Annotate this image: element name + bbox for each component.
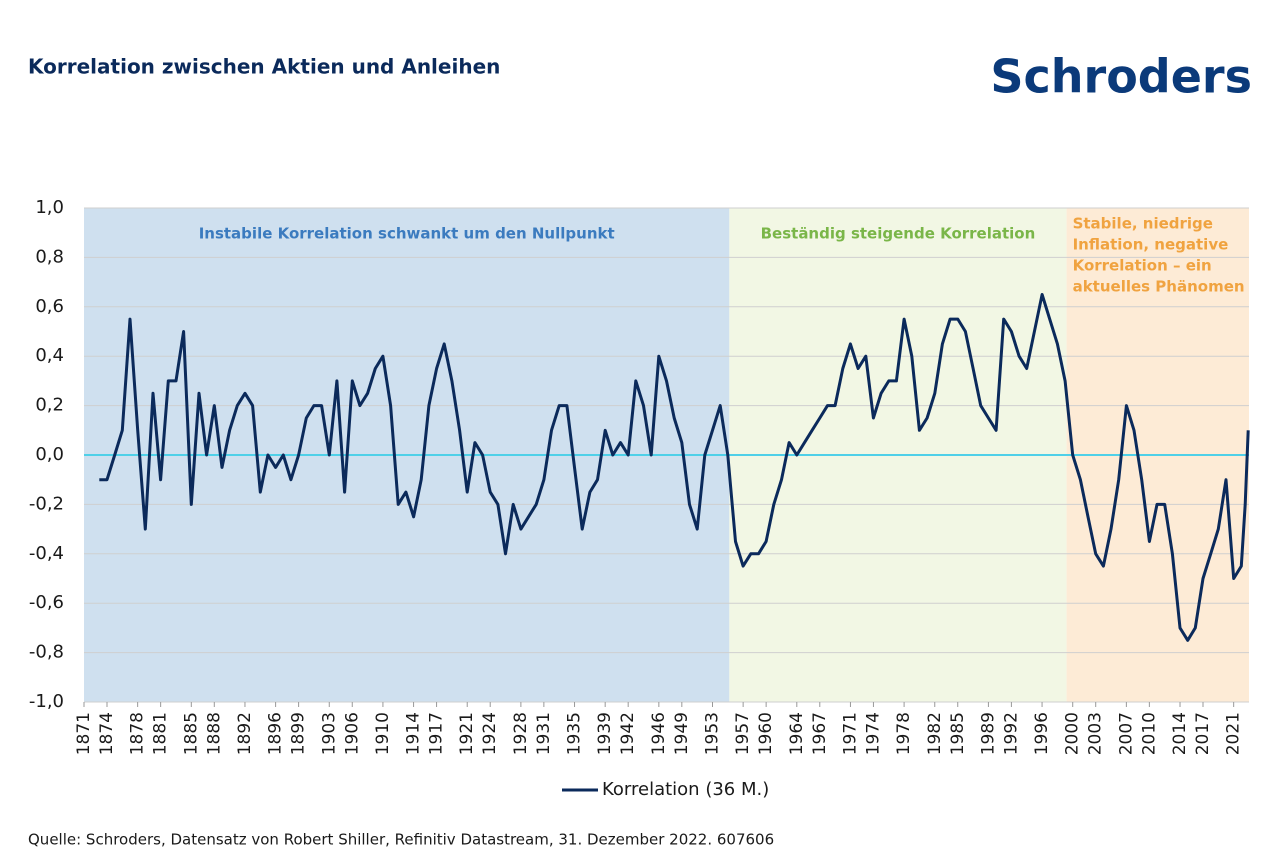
x-tick-label: 1982	[925, 712, 945, 755]
x-tick-label: 1914	[404, 712, 424, 755]
x-tick-label: 1924	[480, 712, 500, 755]
x-tick-label: 2007	[1116, 712, 1136, 755]
legend-label: Korrelation (36 M.)	[602, 779, 769, 800]
region-label: Beständig steigende Korrelation	[761, 225, 1036, 243]
x-tick-label: 1885	[181, 712, 201, 755]
x-tick-label: 1974	[863, 712, 883, 755]
x-tick-label: 1935	[565, 712, 585, 755]
y-tick-label: -0,4	[29, 543, 64, 564]
x-tick-label: 1939	[595, 712, 615, 755]
x-tick-label: 2021	[1224, 712, 1244, 755]
x-tick-label: 1903	[319, 712, 339, 755]
x-tick-label: 1906	[342, 712, 362, 755]
y-tick-label: 0,8	[35, 246, 64, 267]
y-tick-label: -0,8	[29, 642, 64, 663]
x-tick-label: 1874	[97, 712, 117, 755]
source: Quelle: Schroders, Datensatz von Robert …	[28, 831, 774, 849]
series-line	[99, 293, 1250, 642]
x-tick-label: 1888	[204, 712, 224, 755]
x-tick-label: 1971	[840, 712, 860, 755]
x-tick-label: 2000	[1063, 712, 1083, 755]
x-tick-label: 1910	[373, 712, 393, 755]
y-tick-label: -0,6	[29, 592, 64, 613]
x-tick-label: 1928	[511, 712, 531, 755]
y-tick-label: 0,6	[35, 296, 64, 317]
x-tick-label: 1992	[1001, 712, 1021, 755]
y-tick-label: -0,2	[29, 493, 64, 514]
x-tick-label: 1942	[618, 712, 638, 755]
x-tick-label: 1931	[534, 712, 554, 755]
region-label: aktuelles Phänomen	[1073, 278, 1245, 296]
x-tick-label: 1892	[235, 712, 255, 755]
y-tick-label: -1,0	[29, 691, 64, 712]
x-tick-label: 1917	[427, 712, 447, 755]
x-tick-label: 1996	[1032, 712, 1052, 755]
x-tick-label: 1871	[74, 712, 94, 755]
region-label: Instabile Korrelation schwankt um den Nu…	[199, 225, 615, 243]
x-tick-label: 1946	[649, 712, 669, 755]
x-tick-label: 2014	[1170, 712, 1190, 755]
y-tick-label: 0,2	[35, 395, 64, 416]
chart-title: Korrelation zwischen Aktien und Anleihen	[28, 55, 500, 79]
x-tick-label: 1953	[702, 712, 722, 755]
x-tick-label: 2003	[1086, 712, 1106, 755]
logo: Schroders	[990, 50, 1252, 104]
x-tick-label: 1949	[672, 712, 692, 755]
x-tick-label: 1967	[810, 712, 830, 755]
x-tick-label: 2017	[1193, 712, 1213, 755]
y-tick-label: 0,0	[35, 444, 64, 465]
x-tick-label: 1960	[756, 712, 776, 755]
x-tick-label: 1896	[266, 712, 286, 755]
x-tick-label: 1881	[151, 712, 171, 755]
y-tick-label: 1,0	[35, 197, 64, 218]
x-tick-label: 1964	[787, 712, 807, 755]
x-tick-label: 1978	[894, 712, 914, 755]
x-tick-label: 1957	[733, 712, 753, 755]
region-label: Stabile, niedrige	[1073, 215, 1213, 233]
x-tick-label: 1921	[457, 712, 477, 755]
x-tick-label: 1899	[289, 712, 309, 755]
region-label: Korrelation – ein	[1073, 257, 1212, 275]
x-tick-label: 1985	[948, 712, 968, 755]
y-tick-label: 0,4	[35, 345, 64, 366]
x-tick-label: 1989	[978, 712, 998, 755]
x-tick-label: 2010	[1139, 712, 1159, 755]
x-tick-label: 1878	[128, 712, 148, 755]
region-label: Inflation, negative	[1073, 236, 1229, 254]
